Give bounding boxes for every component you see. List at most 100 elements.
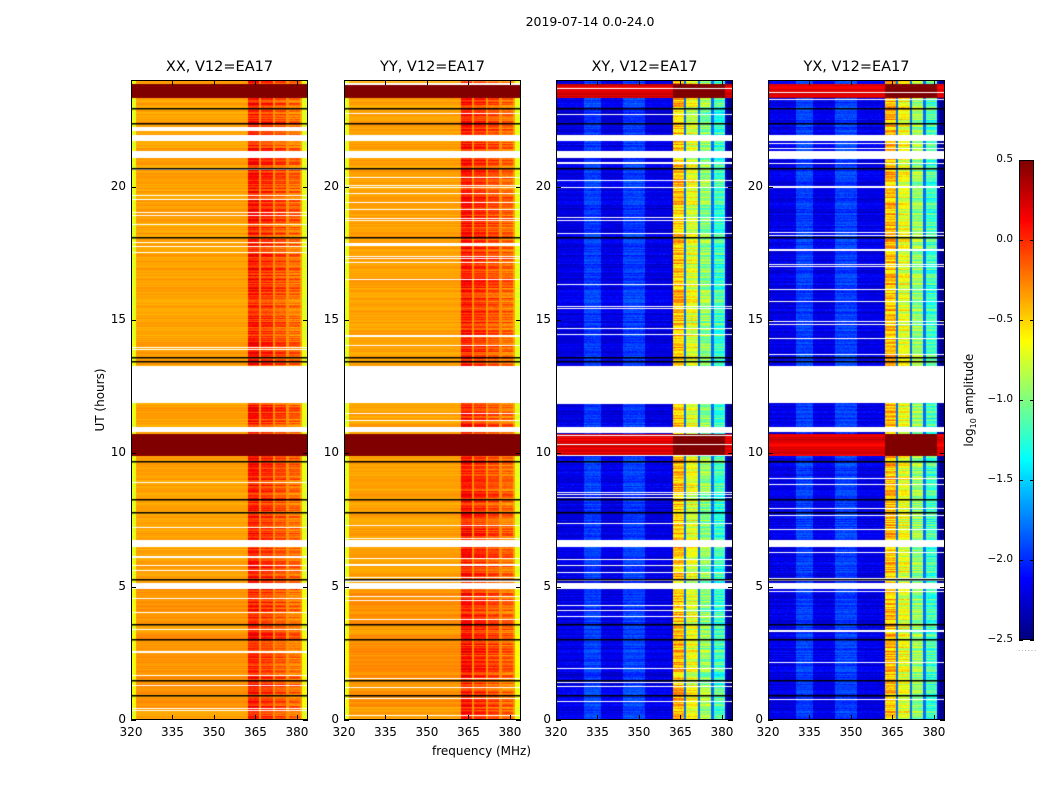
heatmap-image-yy bbox=[344, 80, 521, 720]
ytick-label: 5 bbox=[543, 578, 551, 593]
heatmap-panel-xy bbox=[556, 80, 733, 720]
ytick-label: 20 bbox=[323, 178, 339, 193]
xtick-mark bbox=[344, 80, 345, 85]
ytick-mark bbox=[303, 320, 308, 321]
xtick-label: 320 bbox=[119, 725, 143, 739]
xtick-mark bbox=[296, 715, 298, 720]
ytick-mark bbox=[728, 320, 733, 321]
colorbar-extend-marker: ...... bbox=[1018, 645, 1038, 653]
xtick-mark bbox=[597, 715, 599, 720]
xtick-label: 320 bbox=[544, 725, 568, 739]
y-axis-label: UT (hours) bbox=[93, 368, 107, 432]
xtick-mark bbox=[131, 80, 132, 85]
ytick-label: 10 bbox=[747, 445, 763, 460]
xtick-mark bbox=[892, 80, 894, 85]
xtick-mark bbox=[509, 80, 511, 85]
colorbar-tick-mark bbox=[1030, 560, 1034, 561]
ytick-mark bbox=[728, 720, 733, 721]
xtick-mark bbox=[344, 715, 345, 720]
ytick-mark bbox=[344, 320, 349, 321]
xtick-mark bbox=[638, 80, 640, 85]
xtick-label: 380 bbox=[498, 725, 522, 739]
ytick-mark bbox=[516, 720, 521, 721]
heatmap-image-yx bbox=[768, 80, 945, 720]
ytick-mark bbox=[768, 720, 773, 721]
colorbar-tick-mark bbox=[1030, 240, 1034, 241]
panel-title-yy: YY, V12=EA17 bbox=[380, 59, 485, 75]
xtick-label: 350 bbox=[415, 725, 439, 739]
ytick-mark bbox=[516, 320, 521, 321]
xtick-mark bbox=[680, 715, 682, 720]
heatmap-image-xx bbox=[131, 80, 308, 720]
ytick-label: 0 bbox=[543, 712, 551, 726]
xtick-mark bbox=[809, 715, 811, 720]
ytick-mark bbox=[516, 453, 521, 455]
xtick-mark bbox=[892, 715, 894, 720]
xtick-mark bbox=[172, 80, 174, 85]
ytick-mark bbox=[556, 453, 561, 455]
ytick-mark bbox=[131, 186, 136, 188]
xtick-mark bbox=[556, 715, 557, 720]
ytick-mark bbox=[303, 720, 308, 721]
ytick-label: 10 bbox=[535, 445, 551, 460]
ytick-label: 15 bbox=[535, 312, 551, 326]
ytick-mark bbox=[940, 586, 945, 588]
ytick-label: 20 bbox=[535, 178, 551, 193]
xtick-label: 380 bbox=[285, 725, 309, 739]
ytick-mark bbox=[940, 320, 945, 321]
ytick-label: 15 bbox=[323, 312, 339, 326]
xtick-mark bbox=[850, 80, 852, 85]
ytick-mark bbox=[516, 586, 521, 588]
heatmap-panel-xx bbox=[131, 80, 308, 720]
colorbar-tick-mark bbox=[1030, 480, 1034, 481]
figure-title: 2019-07-14 0.0-24.0 bbox=[525, 14, 655, 29]
ytick-mark bbox=[131, 586, 136, 588]
ytick-label: 0 bbox=[118, 712, 126, 726]
xtick-mark bbox=[255, 715, 257, 720]
colorbar-tick-mark bbox=[1030, 320, 1034, 321]
colorbar-tick-mark bbox=[1019, 240, 1023, 241]
x-axis-label: frequency (MHz) bbox=[432, 744, 532, 758]
ytick-mark bbox=[556, 186, 561, 188]
xtick-label: 365 bbox=[244, 725, 267, 739]
ytick-label: 0 bbox=[331, 712, 339, 726]
xtick-mark bbox=[933, 715, 935, 720]
ytick-label: 5 bbox=[755, 578, 763, 593]
colorbar-tick-label: −2.5 bbox=[987, 633, 1014, 645]
panel-title-xy: XY, V12=EA17 bbox=[591, 59, 698, 75]
xtick-mark bbox=[933, 80, 935, 85]
xtick-mark bbox=[768, 80, 769, 85]
ytick-label: 5 bbox=[331, 578, 339, 593]
ytick-label: 0 bbox=[755, 712, 763, 726]
xtick-label: 350 bbox=[627, 725, 651, 739]
colorbar-tick-label: −1.5 bbox=[987, 473, 1014, 485]
ytick-mark bbox=[940, 186, 945, 188]
xtick-mark bbox=[296, 80, 298, 85]
ytick-mark bbox=[344, 586, 349, 588]
xtick-mark bbox=[172, 715, 174, 720]
colorbar-tick-mark bbox=[1019, 480, 1023, 481]
xtick-mark bbox=[509, 715, 511, 720]
ytick-label: 10 bbox=[323, 445, 339, 460]
xtick-label: 335 bbox=[586, 725, 609, 739]
ytick-mark bbox=[516, 186, 521, 188]
heatmap-image-xy bbox=[556, 80, 733, 720]
ytick-mark bbox=[303, 586, 308, 588]
ytick-mark bbox=[728, 186, 733, 188]
ytick-mark bbox=[556, 586, 561, 588]
xtick-mark bbox=[638, 715, 640, 720]
ytick-label: 20 bbox=[110, 178, 126, 193]
xtick-mark bbox=[680, 80, 682, 85]
xtick-mark bbox=[385, 715, 387, 720]
xtick-label: 350 bbox=[202, 725, 226, 739]
colorbar-tick-mark bbox=[1019, 320, 1023, 321]
colorbar-tick-label: 0.5 bbox=[996, 153, 1013, 165]
colorbar-tick-label: 0.0 bbox=[996, 233, 1013, 245]
xtick-mark bbox=[426, 715, 428, 720]
ytick-mark bbox=[728, 586, 733, 588]
colorbar-tick-mark bbox=[1030, 400, 1034, 401]
ytick-label: 15 bbox=[110, 312, 126, 326]
ytick-mark bbox=[344, 453, 349, 455]
xtick-mark bbox=[426, 80, 428, 85]
xtick-label: 350 bbox=[839, 725, 863, 739]
